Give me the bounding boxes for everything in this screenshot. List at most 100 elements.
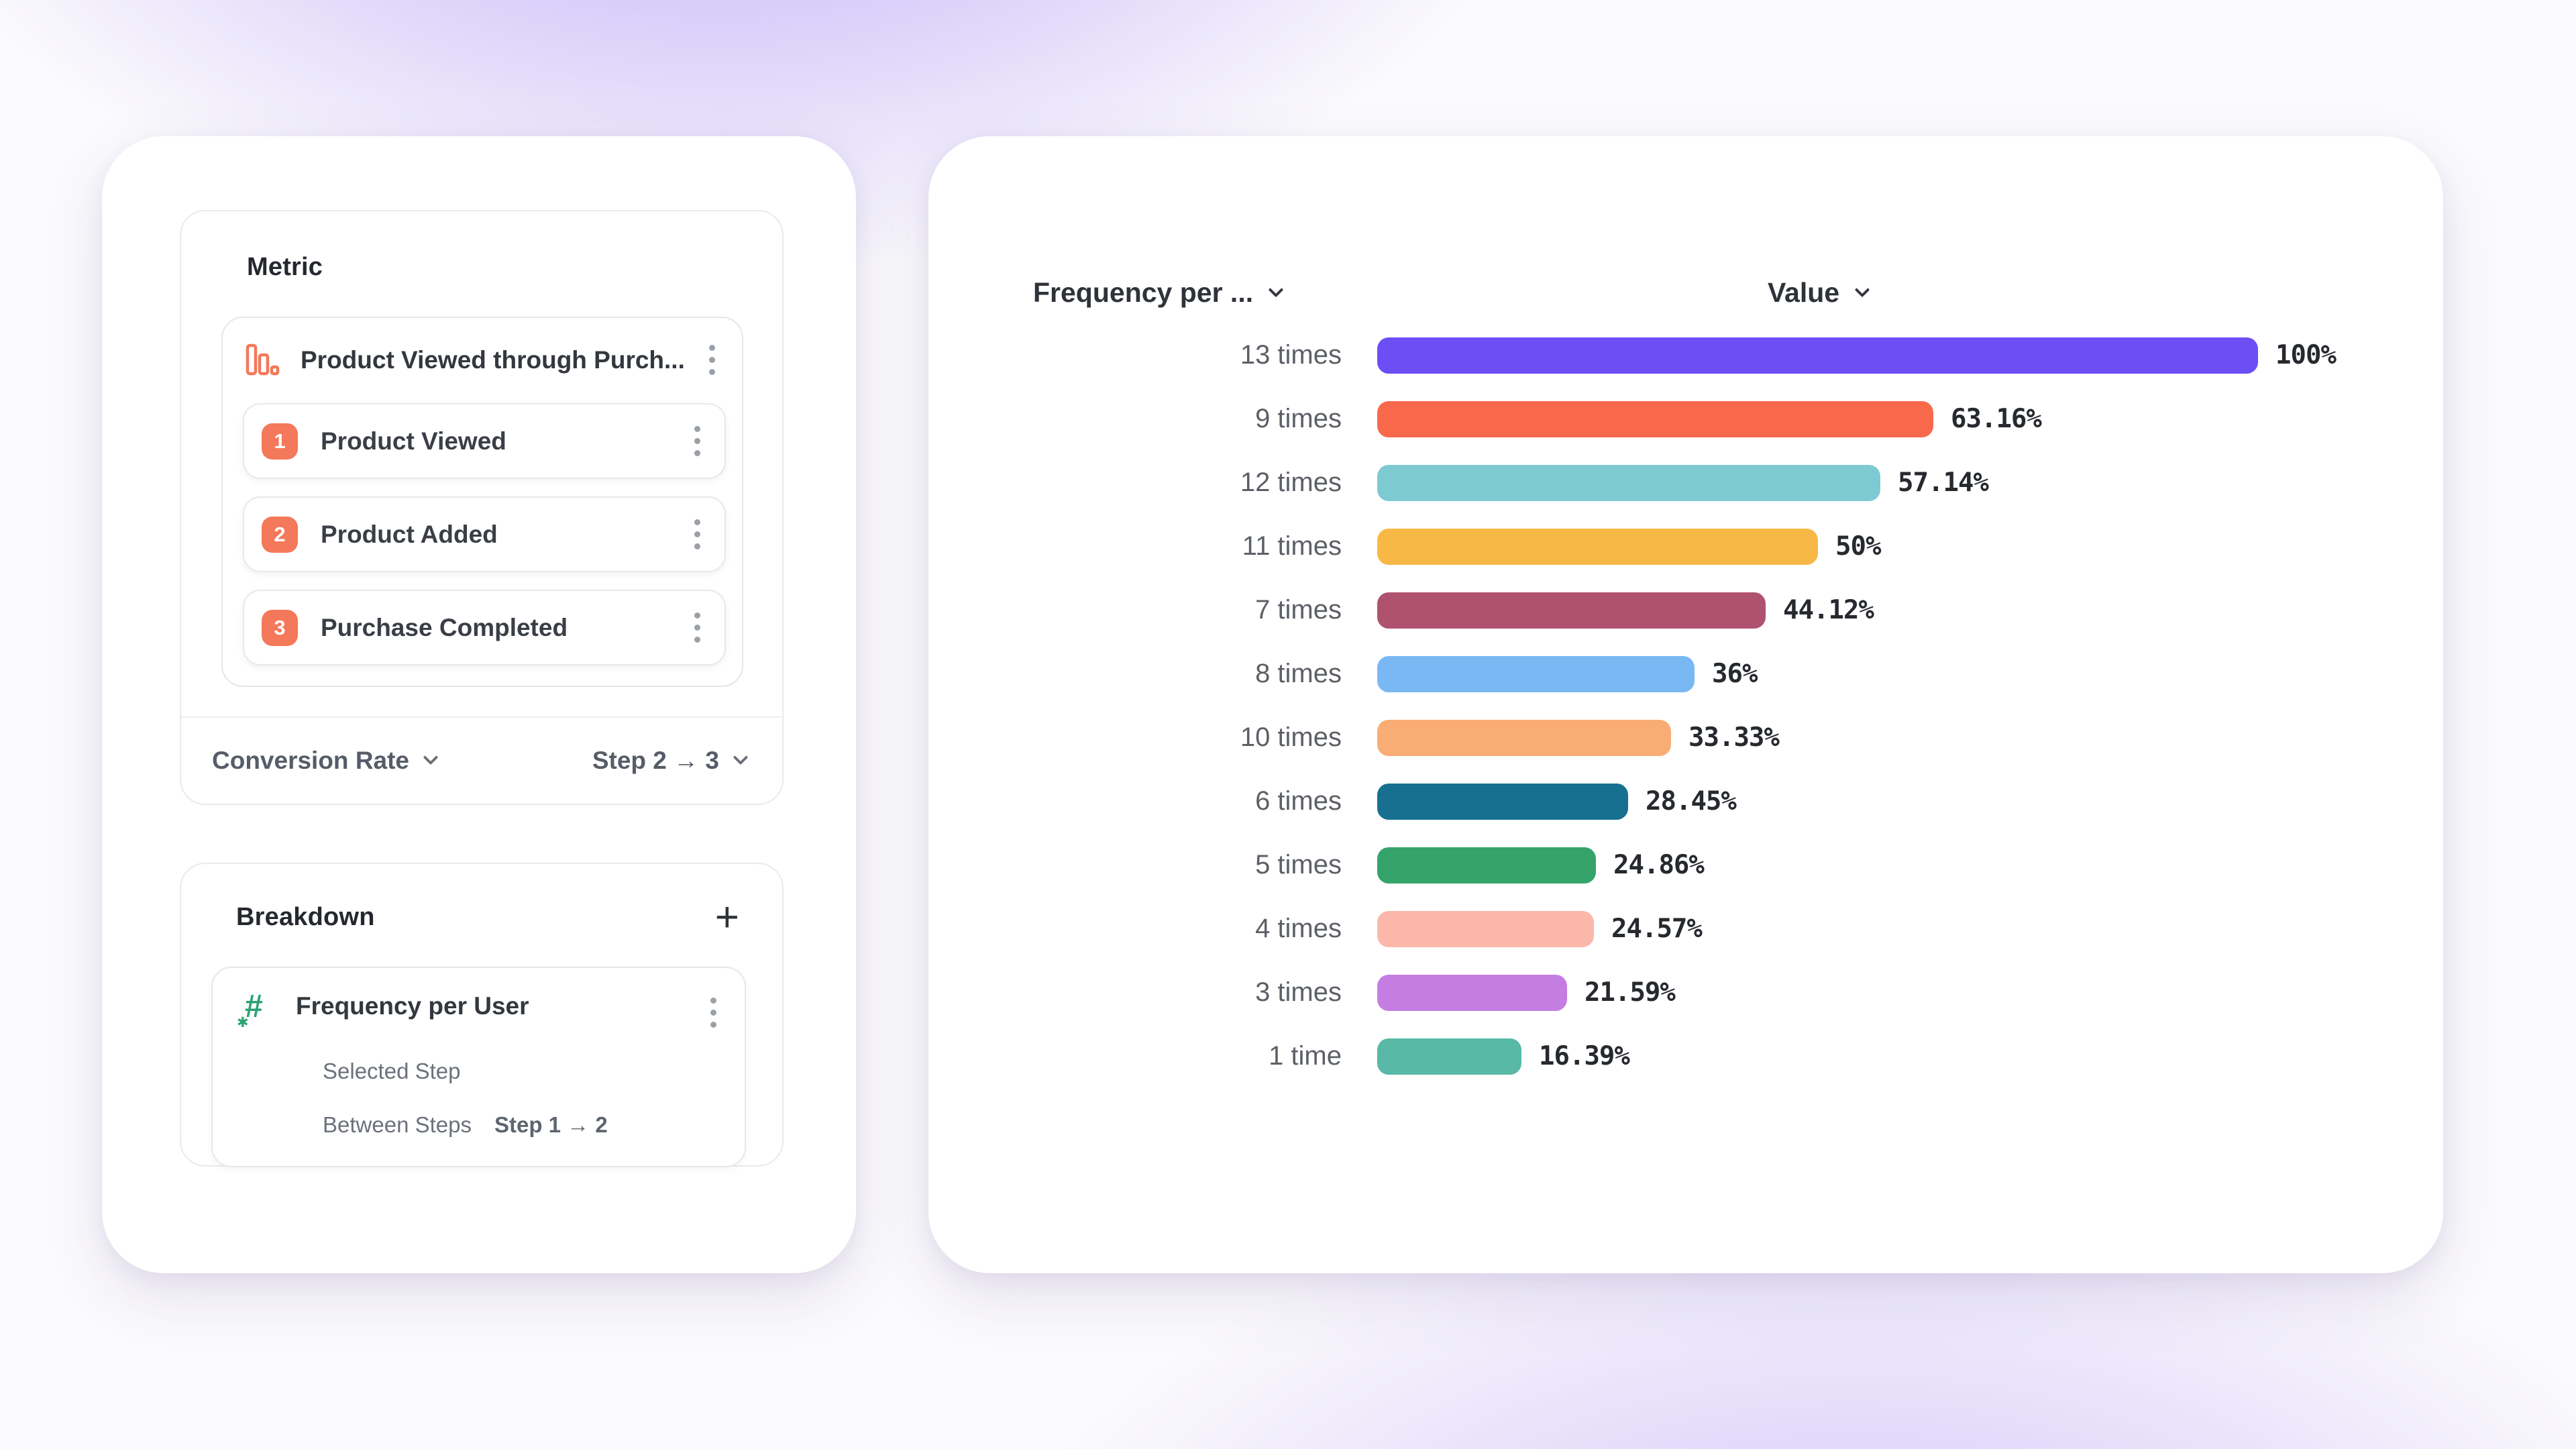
bar-row: 12 times 57.14%: [928, 451, 2443, 515]
funnel-card: Product Viewed through Purch... 1 Produc…: [221, 317, 743, 687]
between-steps-label: Between Steps: [323, 1112, 472, 1137]
step-label: Product Added: [321, 520, 498, 548]
bar[interactable]: [1377, 783, 1628, 820]
bar[interactable]: [1377, 464, 1880, 501]
bar-category-label: 6 times: [1255, 786, 1342, 816]
bar-value-label: 100%: [2275, 340, 2337, 370]
bar-row: 9 times 63.16%: [928, 387, 2443, 451]
breakdown-panel-title: Breakdown: [236, 903, 375, 931]
funnel-steps: 1 Product Viewed 2 Product Added 3 Purch…: [223, 400, 742, 683]
metric-panel-title: Metric: [247, 253, 323, 281]
bar-row: 1 time 16.39%: [928, 1024, 2443, 1088]
bar-value-label: 16.39%: [1539, 1041, 1630, 1071]
chevron-down-icon: [423, 749, 439, 765]
chevron-down-icon: [1268, 282, 1284, 297]
funnel-step-card[interactable]: 2 Product Added: [243, 496, 726, 572]
breakdown-panel: Breakdown + # ✱ Frequency per User Selec…: [180, 863, 784, 1167]
breakdown-header: Breakdown +: [236, 896, 745, 938]
kebab-menu-button[interactable]: [686, 419, 708, 463]
metric-footer: Conversion Rate Step 2 → 3: [181, 718, 782, 804]
bar-value-label: 50%: [1835, 531, 1881, 561]
metric-panel: Metric Product Viewed through Purch... 1…: [180, 210, 784, 805]
bar-row: 6 times 28.45%: [928, 769, 2443, 833]
bar[interactable]: [1377, 655, 1695, 692]
funnel-title-row[interactable]: Product Viewed through Purch...: [223, 318, 742, 400]
bar-chart-icon: [246, 343, 280, 375]
chart-card: Frequency per ... Value 13 times 100% 9 ti…: [928, 136, 2443, 1273]
bar-row: 5 times 24.86%: [928, 833, 2443, 897]
bar-row: 13 times 100%: [928, 323, 2443, 387]
bar-value-label: 63.16%: [1951, 404, 2042, 434]
bar[interactable]: [1377, 400, 1933, 437]
breakdown-title-row: # ✱ Frequency per User: [237, 989, 724, 1034]
bar[interactable]: [1377, 974, 1567, 1011]
conversion-rate-selector[interactable]: Conversion Rate: [212, 747, 439, 775]
step-range-label: Step 2 → 3: [592, 747, 719, 774]
bar-value-label: 44.12%: [1783, 595, 1874, 625]
bar[interactable]: [1377, 910, 1594, 947]
breakdown-item-card[interactable]: # ✱ Frequency per User Selected Step Bet…: [211, 967, 746, 1167]
bar[interactable]: [1377, 528, 1818, 565]
funnel-step-card[interactable]: 1 Product Viewed: [243, 403, 726, 479]
step-range-selector[interactable]: Step 2 → 3: [592, 747, 749, 775]
breakdown-detail-row: Between Steps Step 1 → 2: [323, 1112, 724, 1138]
bar-category-label: 1 time: [1269, 1041, 1342, 1071]
bar-category-label: 9 times: [1255, 404, 1342, 433]
kebab-menu-button[interactable]: [702, 991, 724, 1034]
hash-icon: # ✱: [237, 989, 263, 1030]
bar-row: 11 times 50%: [928, 515, 2443, 578]
frequency-column-label: Frequency per ...: [1033, 277, 1254, 308]
bar-row: 8 times 36%: [928, 642, 2443, 706]
metric-config-card: Metric Product Viewed through Purch... 1…: [102, 136, 856, 1273]
step-label: Product Viewed: [321, 427, 506, 455]
bar[interactable]: [1377, 337, 2258, 374]
chevron-down-icon: [1854, 282, 1870, 297]
kebab-menu-button[interactable]: [686, 513, 708, 556]
bar-value-label: 36%: [1712, 659, 1758, 689]
bar-value-label: 33.33%: [1688, 722, 1780, 753]
bar-value-label: 28.45%: [1646, 786, 1737, 816]
funnel-step-card[interactable]: 3 Purchase Completed: [243, 590, 726, 665]
bar-value-label: 24.57%: [1611, 914, 1703, 944]
bar-category-label: 10 times: [1240, 722, 1342, 752]
bar-category-label: 12 times: [1240, 468, 1342, 497]
bar-row: 3 times 21.59%: [928, 961, 2443, 1024]
bar[interactable]: [1377, 592, 1766, 629]
step-number-badge: 1: [262, 423, 298, 460]
bar-category-label: 4 times: [1255, 914, 1342, 943]
funnel-name: Product Viewed through Purch...: [301, 345, 685, 374]
bar-rows: 13 times 100% 9 times 63.16% 12 times 57.14% 1…: [928, 323, 2443, 1088]
chart-header: Frequency per ... Value: [928, 277, 2443, 309]
step-label: Purchase Completed: [321, 613, 568, 641]
selected-step-label: Selected Step: [323, 1059, 461, 1083]
bar-category-label: 5 times: [1255, 850, 1342, 879]
chevron-down-icon: [733, 749, 749, 765]
kebab-menu-button[interactable]: [701, 338, 723, 382]
bar[interactable]: [1377, 847, 1596, 883]
value-column-header[interactable]: Value: [1767, 277, 1870, 309]
plus-icon: +: [714, 894, 739, 941]
bar-value-label: 21.59%: [1585, 977, 1676, 1008]
bar[interactable]: [1377, 719, 1671, 756]
frequency-column-header[interactable]: Frequency per ...: [1033, 277, 1284, 309]
bar-value-label: 57.14%: [1898, 468, 1989, 498]
step-number-badge: 3: [262, 609, 298, 646]
bar-category-label: 11 times: [1242, 531, 1342, 561]
between-steps-value: Step 1 → 2: [494, 1112, 608, 1137]
panel-divider: [181, 716, 782, 718]
step-number-badge: 2: [262, 516, 298, 553]
conversion-rate-label: Conversion Rate: [212, 747, 410, 774]
bar-category-label: 13 times: [1240, 340, 1342, 370]
bar[interactable]: [1377, 1038, 1521, 1075]
bar-row: 10 times 33.33%: [928, 706, 2443, 769]
bar-row: 4 times 24.57%: [928, 897, 2443, 961]
breakdown-item-name: Frequency per User: [296, 992, 529, 1020]
sparkle-icon: ✱: [237, 1015, 249, 1030]
bar-category-label: 8 times: [1255, 659, 1342, 688]
bar-category-label: 7 times: [1255, 595, 1342, 625]
add-breakdown-button[interactable]: +: [710, 896, 745, 938]
value-column-label: Value: [1767, 277, 1840, 308]
bar-row: 7 times 44.12%: [928, 578, 2443, 642]
kebab-menu-button[interactable]: [686, 606, 708, 649]
